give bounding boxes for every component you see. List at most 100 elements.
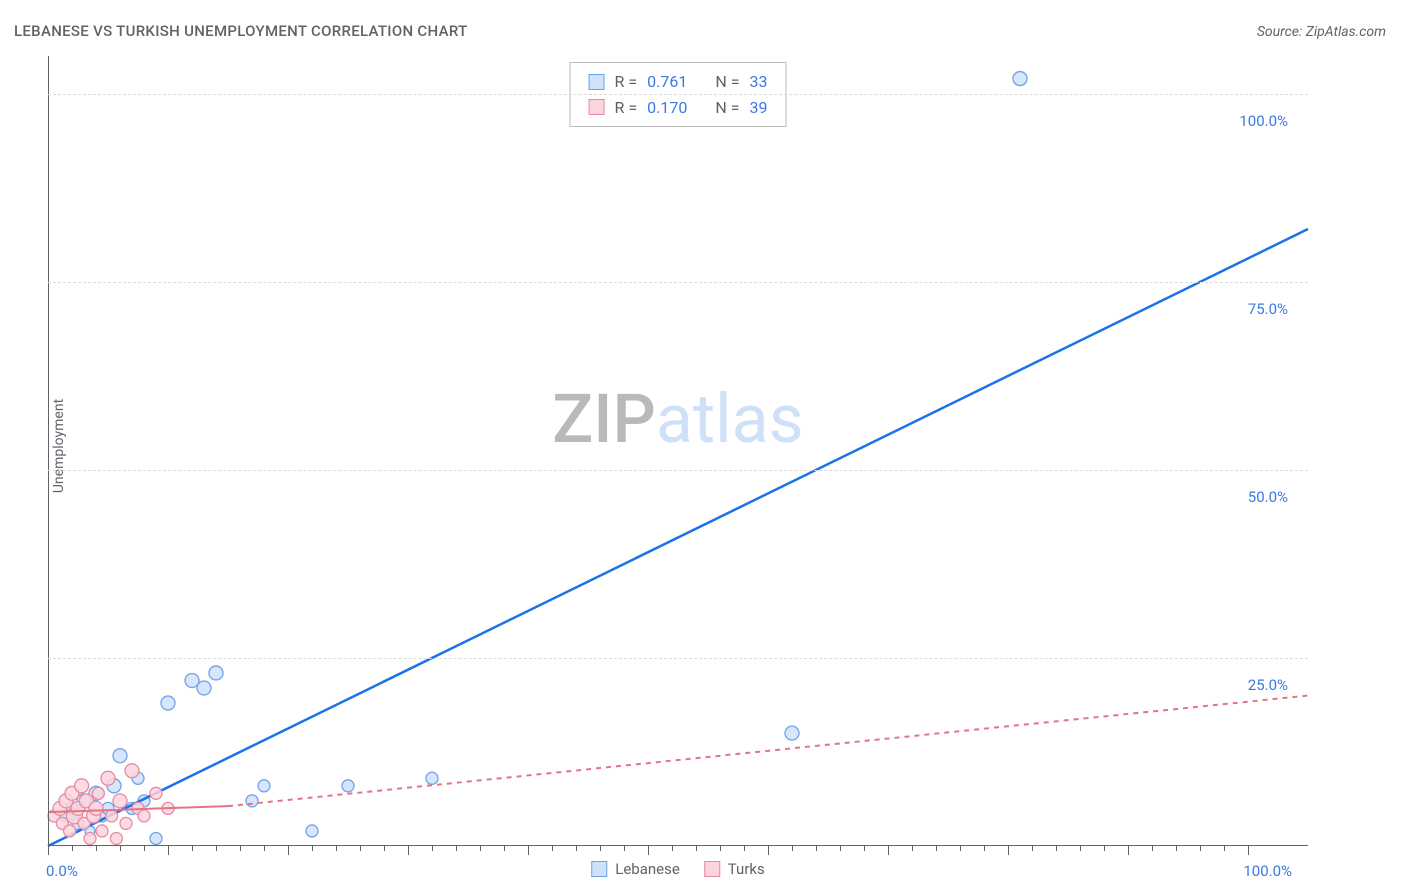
data-point[interactable] [113,749,127,763]
legend-swatch [704,861,720,877]
x-tick [144,846,145,851]
x-tick [216,846,217,851]
x-tick [264,846,265,851]
grid-line [48,94,1308,95]
stat-r-label: R = [615,69,638,95]
x-tick [480,846,481,851]
data-point[interactable] [106,810,118,822]
stat-n-label: N = [715,95,739,121]
x-tick [1104,846,1105,851]
x-tick [312,846,313,851]
x-tick [576,846,577,851]
x-tick [120,846,121,851]
data-point[interactable] [342,780,354,792]
x-tick [768,846,769,855]
stat-r-value: 0.761 [647,69,687,95]
data-point[interactable] [138,810,150,822]
trend-line [228,696,1308,807]
data-point[interactable] [258,780,270,792]
x-tick [240,846,241,851]
x-tick [1176,846,1177,851]
x-tick [1008,846,1009,855]
legend-swatch [591,861,607,877]
x-tick [360,846,361,851]
legend-item: Turks [704,860,765,878]
stat-r-label: R = [615,95,638,121]
data-point[interactable] [92,787,104,799]
data-point[interactable] [150,787,162,799]
x-tick [528,846,529,855]
grid-line [48,282,1308,283]
x-tick [1056,846,1057,851]
data-point[interactable] [113,794,127,808]
x-max-label: 100.0% [1243,862,1292,880]
x-tick [720,846,721,851]
data-point[interactable] [125,764,139,778]
x-tick [1248,846,1249,855]
data-point[interactable] [110,832,122,844]
y-tick-label: 75.0% [1248,300,1288,318]
plot-area: ZIPatlas R =0.761N =33R =0.170N =39 Leba… [48,56,1308,846]
x-tick [1128,846,1129,855]
x-tick [816,846,817,851]
data-point[interactable] [84,832,96,844]
x-tick [600,846,601,851]
data-point[interactable] [120,817,132,829]
data-point[interactable] [209,666,223,680]
x-tick [504,846,505,851]
x-tick [1032,846,1033,851]
x-tick [648,846,649,855]
x-tick [96,846,97,851]
x-tick [624,846,625,851]
legend-stats-row: R =0.170N =39 [589,95,768,121]
data-point[interactable] [89,801,103,815]
x-tick [432,846,433,851]
legend-label: Lebanese [615,860,680,878]
x-tick [552,846,553,851]
data-point[interactable] [101,771,115,785]
x-tick [936,846,937,851]
data-point[interactable] [426,772,438,784]
chart-title: LEBANESE VS TURKISH UNEMPLOYMENT CORRELA… [14,22,468,40]
x-tick [984,846,985,851]
x-tick [408,846,409,855]
x-tick [48,846,49,855]
x-tick [696,846,697,851]
data-point[interactable] [197,681,211,695]
x-tick [672,846,673,851]
x-tick [456,846,457,851]
data-point[interactable] [161,696,175,710]
source-attribution: Source: ZipAtlas.com [1257,24,1386,40]
x-tick [72,846,73,851]
data-point[interactable] [785,726,799,740]
x-tick [1080,846,1081,851]
data-point[interactable] [64,825,76,837]
x-tick [384,846,385,851]
x-tick [744,846,745,851]
x-tick [1152,846,1153,851]
data-point[interactable] [96,825,108,837]
x-tick [792,846,793,851]
x-tick [864,846,865,851]
x-tick [168,846,169,855]
data-point[interactable] [246,795,258,807]
y-axis-line [48,56,49,846]
x-tick [840,846,841,851]
data-point[interactable] [306,825,318,837]
y-tick-label: 50.0% [1248,488,1288,506]
bottom-legend: Lebanese Turks [591,860,765,878]
data-point[interactable] [1013,72,1027,86]
x-tick [336,846,337,851]
x-tick [960,846,961,851]
grid-line [48,658,1308,659]
legend-label: Turks [728,860,765,878]
x-min-label: 0.0% [46,862,78,880]
grid-line [48,470,1308,471]
legend-stats-row: R =0.761N =33 [589,69,768,95]
stat-n-label: N = [715,69,739,95]
stat-n-value: 39 [749,95,767,121]
data-point[interactable] [150,832,162,844]
data-point[interactable] [75,779,89,793]
trend-line [48,229,1308,846]
legend-swatch [589,74,605,90]
